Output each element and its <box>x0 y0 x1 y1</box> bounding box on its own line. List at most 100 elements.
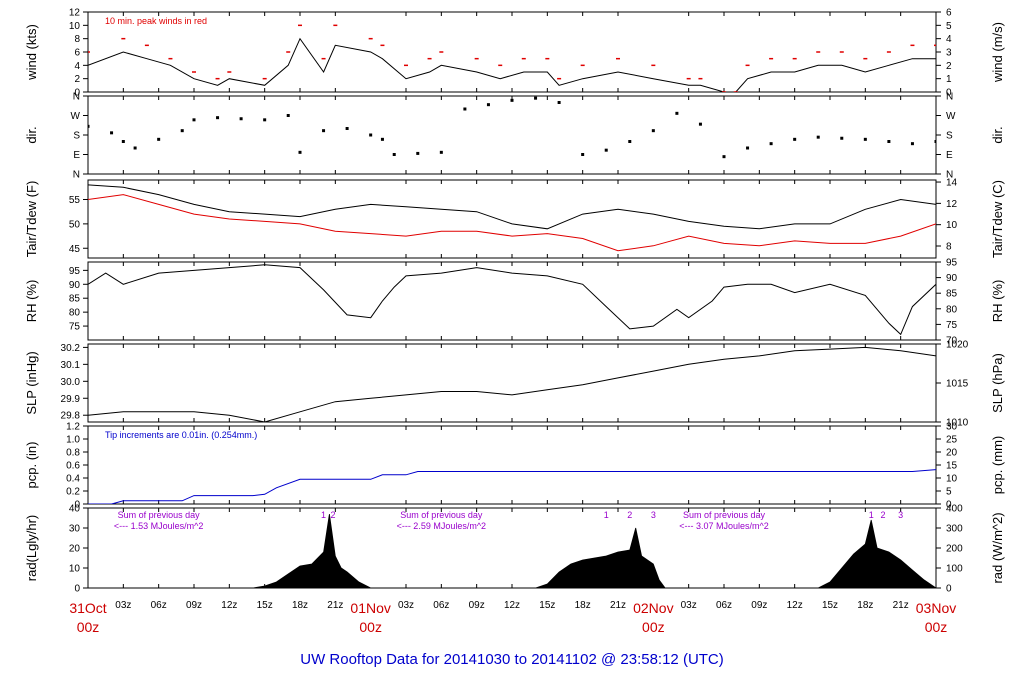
hour-tick-label: 06z <box>151 600 167 611</box>
radiation-note-title: Sum of previous day <box>683 510 766 520</box>
temperature-plot <box>88 184 936 252</box>
hour-tick-label: 21z <box>893 600 909 611</box>
precipitation-ylabel: pcp. (in) <box>24 442 39 489</box>
precipitation-ylabel-right: pcp. (mm) <box>990 436 1005 495</box>
direction-point <box>463 107 467 111</box>
pressure-left-tick-label: 29.9 <box>61 394 81 405</box>
page-title: UW Rooftop Data for 20141030 to 20141102… <box>300 651 724 668</box>
pressure-right-tick-label: 1015 <box>946 379 969 390</box>
radiation-right-tick-label: 100 <box>946 564 963 575</box>
precipitation-left-tick-label: 0.4 <box>66 474 80 485</box>
precipitation-left-tick-label: 0.8 <box>66 448 80 459</box>
hour-tick-label: 15z <box>822 600 838 611</box>
direction-right-tick-label: N <box>946 170 953 181</box>
direction-point <box>439 150 443 154</box>
direction-point <box>88 124 90 128</box>
direction-frame <box>87 95 937 175</box>
panel-pressure: 29.8 29.9 30.0 30.1 30.2 1010 1015 1020 SLP (inH… <box>24 340 1005 429</box>
precipitation-right-tick-label: 20 <box>946 448 958 459</box>
precipitation-left-tick-label: 1.2 <box>66 422 80 433</box>
precipitation-right-tick-label: 15 <box>946 461 958 472</box>
direction-point <box>651 129 655 133</box>
direction-point <box>286 114 290 117</box>
direction-right-tick-label: S <box>946 131 953 142</box>
direction-left-tick-label: N <box>73 92 80 103</box>
hour-tick-label: 15z <box>539 600 555 611</box>
direction-right-tick-label: E <box>946 150 953 161</box>
direction-point <box>216 116 220 120</box>
pressure-left-tick-label: 30.1 <box>61 360 81 371</box>
direction-point <box>392 153 396 156</box>
radiation-left-tick-label: 10 <box>69 564 81 575</box>
pressure-frame <box>87 343 937 423</box>
precipitation-right-tick-label: 25 <box>946 435 958 446</box>
wind-plot <box>88 24 936 92</box>
direction-point <box>133 146 137 150</box>
temperature-frame <box>87 179 937 259</box>
direction-ylabel-right: dir. <box>990 126 1005 143</box>
direction-plot <box>88 96 936 159</box>
hour-tick-label: 06z <box>433 600 449 611</box>
pressure-ylabel: SLP (inHg) <box>24 351 39 414</box>
temperature-series-line <box>88 184 936 230</box>
wind-series-line <box>88 37 936 92</box>
radiation-note-title: Sum of previous day <box>118 510 201 520</box>
radiation-marker: 1 <box>321 510 326 520</box>
precipitation-right-tick-label: 30 <box>946 422 958 433</box>
direction-point <box>934 140 936 143</box>
wind-right-tick-label: 5 <box>946 21 952 32</box>
radiation-right-tick-label: 400 <box>946 504 963 515</box>
date-label: 01Nov <box>350 600 390 616</box>
temperature-right-tick-label: 12 <box>946 199 958 210</box>
rh-plot <box>88 264 936 336</box>
direction-point <box>816 135 820 139</box>
precipitation-left-tick-label: 0 <box>74 500 80 511</box>
radiation-note-value: <--- 3.07 MJoules/m^2 <box>679 521 769 531</box>
wind-left-tick-label: 12 <box>69 8 81 19</box>
hour-tick-label: 18z <box>857 600 873 611</box>
rh-left-tick-label: 95 <box>69 266 81 277</box>
direction-point <box>486 103 490 107</box>
direction-point <box>416 151 420 155</box>
wind-frame <box>87 11 937 93</box>
hour-tick-label: 21z <box>610 600 626 611</box>
precipitation-right-tick-label: 5 <box>946 487 952 498</box>
pressure-left-tick-label: 30.0 <box>61 377 81 388</box>
radiation-frame <box>87 507 937 589</box>
hour-tick-label: 03z <box>681 600 697 611</box>
date-label: 02Nov <box>633 600 673 616</box>
pressure-left-tick-label: 30.2 <box>61 343 81 354</box>
panel-temperature: 45 50 55 8 10 12 14 Tair/Tdew (F) Tair/Tdew (C) <box>24 178 1005 259</box>
hour-tick-label: 03z <box>398 600 414 611</box>
direction-point <box>675 111 679 115</box>
precipitation-right-tick-label: 0 <box>946 500 952 511</box>
rh-left-tick-label: 75 <box>69 322 81 333</box>
radiation-marker: 1 <box>604 510 609 520</box>
direction-point <box>263 118 267 122</box>
direction-right-tick-label: N <box>946 92 953 103</box>
precipitation-left-tick-label: 1.0 <box>66 435 80 446</box>
direction-left-tick-label: W <box>71 111 81 122</box>
rh-right-tick-label: 85 <box>946 289 958 300</box>
pressure-series-line <box>88 346 936 422</box>
wind-left-tick-label: 0 <box>74 88 80 99</box>
wind-right-tick-label: 1 <box>946 74 952 85</box>
temperature-ylabel-right: Tair/Tdew (C) <box>990 180 1005 258</box>
wind-left-tick-label: 4 <box>74 61 80 72</box>
direction-right-tick-label: W <box>946 111 956 122</box>
radiation-marker: 2 <box>330 510 335 520</box>
rh-ylabel-right: RH (%) <box>990 280 1005 323</box>
hour-tick-label: 15z <box>257 600 273 611</box>
radiation-right-tick-label: 300 <box>946 524 963 535</box>
radiation-marker: 3 <box>651 510 656 520</box>
time-axis: 03z 06z 09z 12z 15z 18z 21z 03z 06z 09z 12z 15z 18z 2… <box>69 600 956 635</box>
rh-right-tick-label: 80 <box>946 304 958 315</box>
wind-left-tick-label: 10 <box>69 21 81 32</box>
wind-left-tick-label: 8 <box>74 34 80 45</box>
direction-point <box>722 155 726 159</box>
radiation-ylabel-right: rad (W/m^2) <box>990 512 1005 583</box>
direction-point <box>180 129 184 133</box>
precipitation-left-tick-label: 0.6 <box>66 461 80 472</box>
direction-point <box>557 101 561 104</box>
